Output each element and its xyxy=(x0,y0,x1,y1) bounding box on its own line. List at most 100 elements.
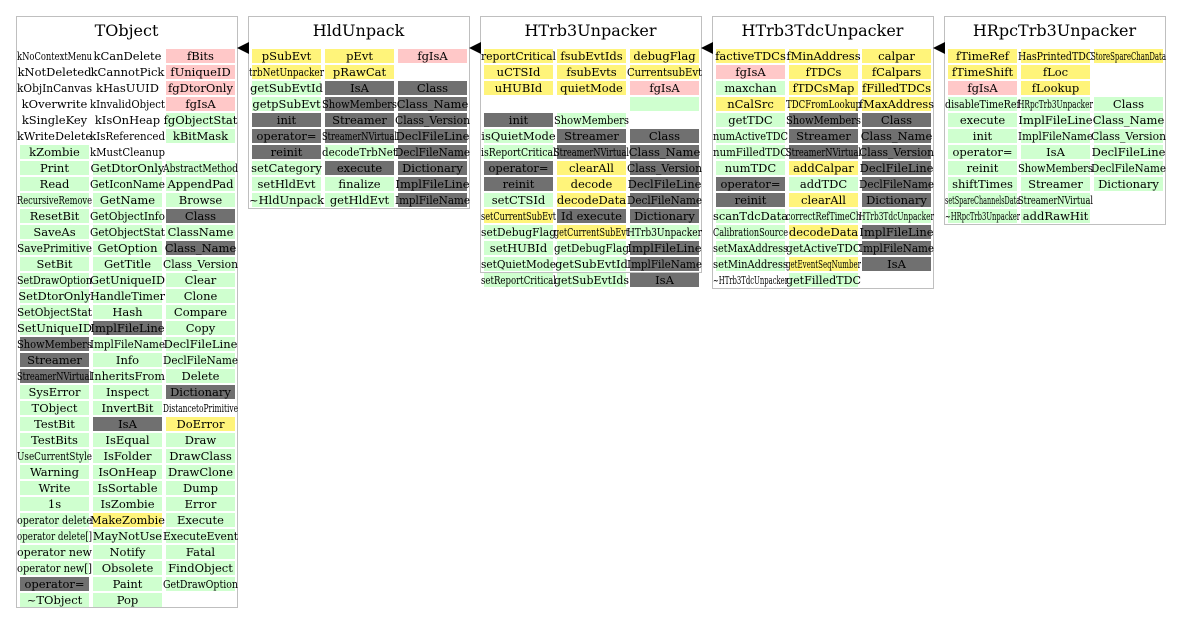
member-label: ClassName xyxy=(168,225,234,239)
member-cell xyxy=(325,129,394,143)
member-label: numActiveTDC xyxy=(713,129,788,143)
member-cell xyxy=(716,97,785,111)
member-label: ShowMembers xyxy=(322,97,397,111)
member-cell xyxy=(557,49,626,63)
member-label: pRawCat xyxy=(333,65,387,79)
member-cell xyxy=(630,209,699,223)
member-cell xyxy=(20,369,89,383)
member-cell xyxy=(166,369,235,383)
member-label: IsA xyxy=(655,273,674,287)
member-label: ~HTrb3TdcUnpacker xyxy=(713,273,788,287)
member-label: AbstractMethod xyxy=(162,161,238,175)
member-label: RecursiveRemove xyxy=(17,193,92,207)
member-label: ExecuteEvent xyxy=(163,529,238,543)
member-label: reinit xyxy=(271,145,303,159)
member-label: StreamerNVirtual xyxy=(322,129,397,143)
member-label: kInvalidObject xyxy=(90,97,165,111)
member-label: Hash xyxy=(112,305,143,319)
member-label: reinit xyxy=(735,193,767,207)
member-label: getDebugFlag xyxy=(554,241,630,255)
member-label: DrawClass xyxy=(169,449,232,463)
member-label: Notify xyxy=(109,545,146,559)
member-label: fCalpars xyxy=(872,65,921,79)
member-label: getSubEvtId xyxy=(250,81,323,95)
member-cell xyxy=(948,209,1017,223)
member-cell xyxy=(716,241,785,255)
member-label: Write xyxy=(39,481,71,495)
member-cell xyxy=(166,145,235,159)
member-cell xyxy=(20,593,89,607)
member-label: Class_Version xyxy=(395,113,471,127)
member-label: HRpcTrb3Unpacker xyxy=(1018,97,1093,111)
member-label: scanTdcData xyxy=(713,209,788,223)
member-cell xyxy=(20,529,89,543)
member-cell xyxy=(630,81,699,95)
member-label: ImplFileName xyxy=(1018,129,1093,143)
member-cell xyxy=(93,481,162,495)
member-label: DeclFileName xyxy=(859,177,934,191)
member-label: kHasUUID xyxy=(96,81,159,95)
member-cell xyxy=(948,129,1017,143)
member-label: setCurrentSubEvt xyxy=(481,209,556,223)
member-label: HTrb3TdcUnpacker xyxy=(859,209,934,223)
member-cell xyxy=(1021,81,1090,95)
member-cell xyxy=(20,449,89,463)
member-cell xyxy=(484,177,553,191)
member-label: TestBit xyxy=(34,417,75,431)
member-cell xyxy=(398,97,467,111)
member-cell xyxy=(166,257,235,271)
member-label: InheritsFrom xyxy=(90,369,165,383)
member-cell xyxy=(93,369,162,383)
member-cell xyxy=(93,161,162,175)
member-cell xyxy=(93,113,162,127)
member-label: Streamer xyxy=(332,113,387,127)
member-label: GetObjectStat xyxy=(90,225,165,239)
member-cell xyxy=(716,193,785,207)
member-label: MakeZombie xyxy=(90,513,165,527)
member-cell xyxy=(557,273,626,287)
member-cell xyxy=(166,401,235,415)
member-label: SetObjectStat xyxy=(17,305,92,319)
member-cell xyxy=(1021,129,1090,143)
member-cell xyxy=(862,209,931,223)
member-label: IsA xyxy=(887,257,906,271)
member-cell xyxy=(166,481,235,495)
member-label: ImplFileName xyxy=(859,241,934,255)
member-cell xyxy=(630,225,699,239)
member-label: kMustCleanup xyxy=(90,145,165,159)
member-label: operator= xyxy=(256,129,316,143)
member-cell xyxy=(20,49,89,63)
member-cell xyxy=(789,97,858,111)
member-label: fgIsA xyxy=(417,49,448,63)
member-cell xyxy=(20,545,89,559)
member-cell xyxy=(1094,145,1163,159)
member-cell xyxy=(166,321,235,335)
member-cell xyxy=(484,81,553,95)
member-cell xyxy=(716,177,785,191)
member-label: Class_Version xyxy=(1091,129,1167,143)
member-cell xyxy=(1094,65,1163,79)
member-cell xyxy=(93,353,162,367)
member-label: operator= xyxy=(720,177,780,191)
member-label: StreamerNVirtual xyxy=(1018,193,1093,207)
member-cell xyxy=(484,273,553,287)
member-label: ShowMembers xyxy=(554,113,629,127)
member-cell xyxy=(862,81,931,95)
member-cell xyxy=(20,241,89,255)
member-cell xyxy=(325,113,394,127)
member-cell xyxy=(862,49,931,63)
member-cell xyxy=(166,497,235,511)
member-cell xyxy=(789,177,858,191)
member-label: ShowMembers xyxy=(786,113,861,127)
member-cell xyxy=(93,225,162,239)
member-label: setSpareChannelsData xyxy=(945,193,1020,207)
member-label: kBitMask xyxy=(173,129,229,143)
member-label: shiftTimes xyxy=(952,177,1013,191)
member-cell xyxy=(948,49,1017,63)
member-label: TObject xyxy=(32,401,78,415)
member-label: HTrb3Unpacker xyxy=(627,225,702,239)
member-label: getCurrentSubEvt xyxy=(554,225,629,239)
member-cell xyxy=(20,65,89,79)
member-cell xyxy=(398,177,467,191)
member-cell xyxy=(166,417,235,431)
